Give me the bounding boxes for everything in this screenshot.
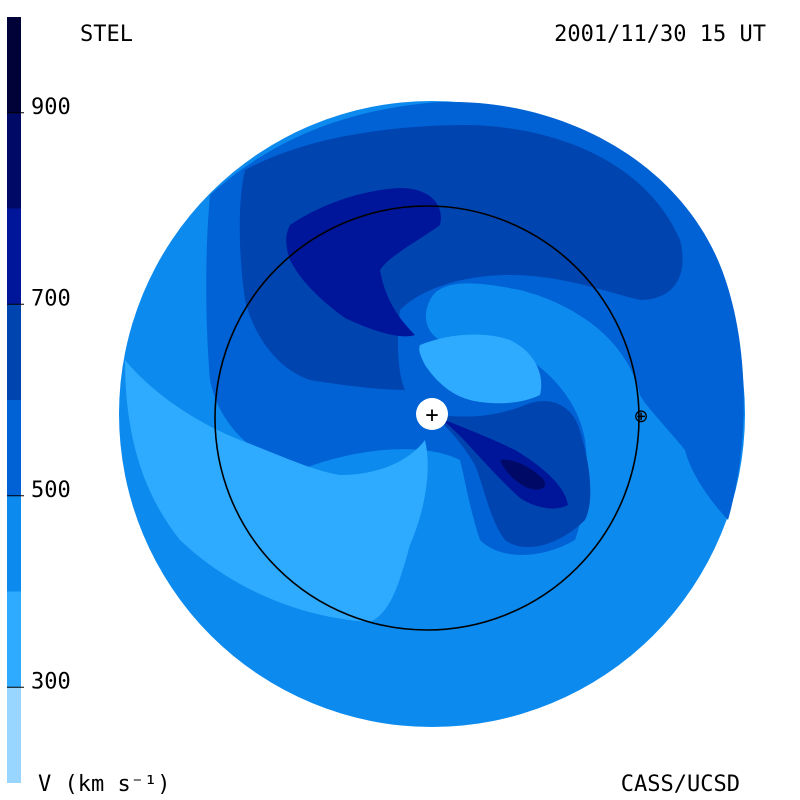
source-label: STEL	[80, 22, 133, 47]
colorbar-tick-label-0: 300	[31, 669, 71, 694]
timestamp-label: 2001/11/30 15 UT	[554, 22, 766, 47]
colorbar-band-6	[7, 112, 21, 209]
colorbar-band-3	[7, 400, 21, 496]
colorbar-band-1	[7, 591, 21, 688]
colorbar-band-4	[7, 304, 21, 400]
colorbar-axis-label: V (km s⁻¹)	[38, 772, 171, 797]
velocity-disk: + ⊕	[119, 101, 745, 727]
band-core-dark-upper	[286, 188, 441, 337]
colorbar-band-2	[7, 495, 21, 592]
colorbar-band-0	[7, 687, 21, 783]
band-slow-strip	[419, 334, 542, 404]
band-slow-wedge	[125, 360, 428, 622]
sun-disk	[416, 398, 448, 430]
colorbar-tick-label-1: 500	[31, 478, 71, 503]
sun-marker: +	[425, 403, 438, 428]
colorbar-band-7	[7, 17, 21, 113]
earth-marker: ⊕	[633, 406, 648, 427]
earth-orbit	[214, 205, 640, 631]
colorbar: 300 500 700 900	[7, 17, 71, 783]
credit-label: CASS/UCSD	[620, 772, 740, 797]
colorbar-tick-label-2: 700	[31, 286, 71, 311]
colorbar-band-5	[7, 208, 21, 305]
band-faster	[239, 125, 683, 390]
colorbar-tick-label-3: 900	[31, 95, 71, 120]
band-streamer-peak	[500, 459, 546, 490]
